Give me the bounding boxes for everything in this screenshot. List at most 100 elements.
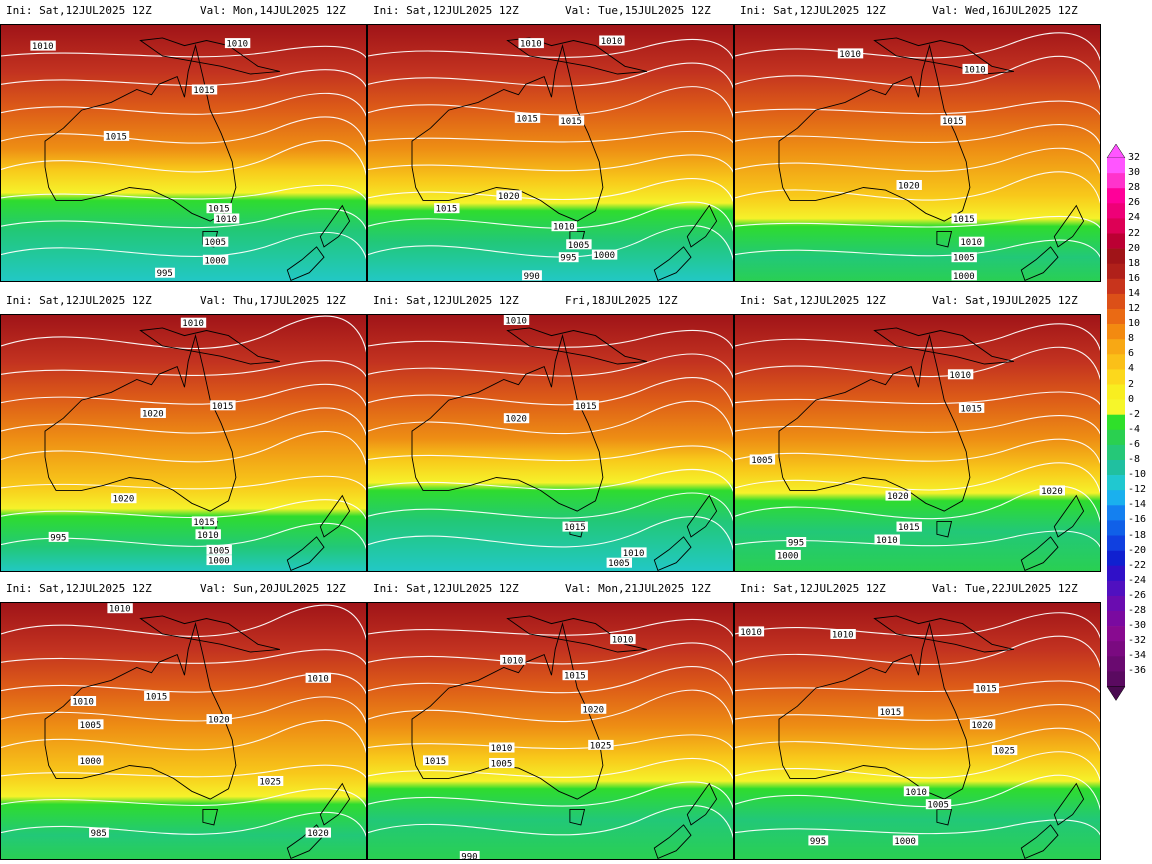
- isobar-value: 1000: [894, 837, 916, 847]
- isobar-value: 1010: [72, 698, 94, 708]
- colorbar-swatch: [1107, 278, 1125, 295]
- isobar-label: 1000: [202, 254, 229, 266]
- colorbar-tick-label: -22: [1128, 559, 1147, 571]
- colorbar-tick-label: 28: [1128, 182, 1141, 194]
- colorbar-tick-label: 0: [1128, 393, 1135, 405]
- forecast-map: 1010 1010 1015 1020 1025 1010 1015 1005 990: [367, 602, 734, 860]
- isobar-value: 1015: [436, 205, 458, 215]
- isobar-label: 1015: [423, 755, 449, 767]
- map-canvas: 1010 1010 1015 1015 1020 1015 1010 1005 995 1000 9…: [368, 25, 733, 281]
- colorbar-swatch: [1107, 535, 1125, 551]
- isobar-value: 1015: [425, 757, 447, 767]
- isobar-value: 1020: [505, 415, 527, 425]
- isobar-value: 1005: [751, 456, 773, 466]
- colorbar-swatch: [1107, 550, 1125, 566]
- isobar-label: 995: [558, 252, 579, 264]
- isobar-value: 1020: [1041, 487, 1063, 497]
- colorbar-tick-label: -4: [1128, 423, 1141, 435]
- map-canvas: 1010 1010 1015 1020 1015 1010 1005 1000: [735, 25, 1100, 282]
- map-canvas: 1010 1010 1015 1010 1020 1005 1000 1025 985 1020: [1, 603, 366, 859]
- panel-valid-time: Val: Sat,19JUL2025 12Z: [932, 294, 1078, 307]
- colorbar-tick-label: 8: [1128, 333, 1135, 345]
- isobar-value: 1020: [307, 829, 329, 839]
- colorbar-tick-label: -6: [1128, 438, 1141, 450]
- colorbar-tick-label: -16: [1128, 514, 1147, 526]
- colorbar-tick-label: -18: [1128, 529, 1147, 541]
- colorbar-tick-label: 10: [1128, 318, 1141, 330]
- colorbar-tick-label: -32: [1128, 635, 1147, 647]
- isobar-value: 1005: [491, 760, 513, 770]
- colorbar-tick-label: -10: [1128, 469, 1147, 481]
- colorbar-swatch: [1107, 384, 1125, 400]
- panel-init-time: Ini: Sat,12JUL2025 12Z: [740, 4, 886, 17]
- isobar-value: 1005: [608, 559, 630, 569]
- isobar-label: 1020: [969, 719, 996, 731]
- isobar-label: 1010: [837, 48, 864, 60]
- isobar-label: 1015: [434, 203, 460, 215]
- isobar-label: 1010: [213, 213, 240, 225]
- isobar-value: 1010: [553, 223, 575, 233]
- panel-init-time: Ini: Sat,12JUL2025 12Z: [740, 294, 886, 307]
- isobar-value: 1015: [564, 672, 586, 682]
- isobar-label: 1010: [503, 315, 530, 327]
- isobar-value: 995: [810, 837, 826, 847]
- isobar-value: 1000: [593, 251, 615, 261]
- isobar-label: 1010: [551, 221, 577, 233]
- isobar-label: 1020: [1039, 485, 1065, 497]
- colorbar-tick-label: -8: [1128, 454, 1141, 465]
- colorbar-tick-label: 16: [1128, 272, 1141, 284]
- isobar-label: 1015: [103, 130, 130, 142]
- colorbar-tick-label: 32: [1128, 152, 1141, 163]
- isobar-label: 1020: [206, 714, 232, 726]
- colorbar-min-arrow: [1106, 686, 1126, 701]
- colorbar-swatch: [1107, 460, 1125, 476]
- isobar-label: 1015: [958, 402, 985, 414]
- colorbar-swatch: [1107, 414, 1125, 431]
- colorbar-swatch: [1107, 309, 1125, 325]
- colorbar-swatch: [1107, 339, 1125, 355]
- colorbar-max-arrow: [1106, 143, 1126, 159]
- colorbar-swatch: [1107, 505, 1125, 521]
- isobar-label: 1025: [257, 776, 284, 788]
- coastlines: [411, 615, 718, 859]
- isobar-value: 1010: [601, 37, 623, 47]
- colorbar-swatch: [1107, 354, 1125, 370]
- panel-init-time: Ini: Sat,12JUL2025 12Z: [373, 4, 519, 17]
- isobar-value: 1005: [80, 721, 102, 731]
- isobar-value: 1000: [953, 272, 975, 282]
- isobar-label: 995: [155, 267, 175, 279]
- forecast-map: 1010 1015 1020 1015 1010 1005: [367, 314, 734, 572]
- colorbar-swatch: [1107, 611, 1125, 627]
- colorbar-swatch: [1107, 263, 1125, 280]
- colorbar-tick-label: 20: [1128, 242, 1141, 254]
- isobar-lines: [368, 619, 733, 839]
- colorbar-swatch: [1107, 520, 1125, 536]
- isobar-label: 1015: [562, 670, 588, 682]
- isobar-value: 1015: [560, 117, 582, 127]
- isobar-label: 1020: [885, 490, 911, 502]
- isobar-value: 1020: [113, 495, 135, 505]
- isobar-label: 1015: [144, 690, 170, 702]
- isobar-label: 1010: [224, 38, 251, 50]
- isobar-label: 1010: [610, 634, 636, 646]
- isobar-label: 1020: [503, 413, 530, 425]
- colorbar-swatch: [1107, 475, 1125, 491]
- isobar-label: 1015: [191, 516, 218, 528]
- isobar-value: 1010: [740, 628, 762, 638]
- isobar-value: 1010: [307, 674, 329, 684]
- isobar-label: 990: [459, 851, 480, 859]
- panel-valid-time: Val: Mon,14JUL2025 12Z: [200, 4, 346, 17]
- isobar-label: 1000: [591, 249, 618, 261]
- isobar-value: 1020: [142, 410, 164, 420]
- isobar-label: 1020: [111, 493, 137, 505]
- colorbar-swatch: [1107, 444, 1125, 461]
- isobar-value: 1005: [953, 254, 975, 264]
- colorbar-swatch: [1107, 248, 1125, 264]
- isobar-label: 1000: [775, 549, 801, 561]
- isobar-label: 1025: [991, 745, 1018, 757]
- isobar-lines: [735, 323, 1100, 548]
